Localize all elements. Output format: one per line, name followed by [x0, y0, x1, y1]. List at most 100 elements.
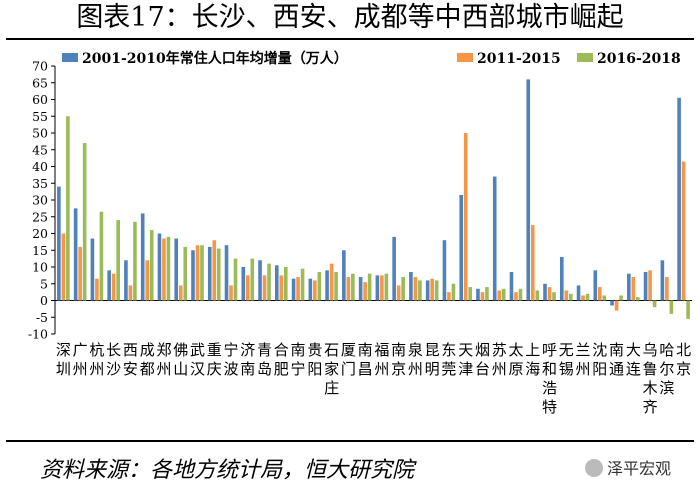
bar — [614, 300, 619, 311]
bar — [497, 290, 502, 301]
x-tick-label: 深圳 — [56, 341, 71, 378]
legend-swatch — [577, 53, 593, 62]
bar — [267, 263, 271, 301]
bar — [425, 280, 430, 301]
y-tick-label: 25 — [32, 209, 48, 224]
y-tick-label: 20 — [32, 226, 48, 241]
bar — [140, 213, 145, 301]
legend-swatch — [62, 53, 78, 62]
bar — [329, 263, 334, 301]
y-tick-label: -5 — [36, 310, 48, 325]
chart-legend: 2001-2010年常住人口年均增量（万人） 2011-2015 2016-2018 — [62, 50, 681, 67]
y-tick-label: 55 — [32, 109, 48, 124]
wechat-icon — [585, 459, 603, 477]
bar — [342, 250, 346, 301]
bar — [514, 292, 518, 301]
x-tick-label: 长沙 — [106, 341, 121, 378]
bar — [300, 268, 305, 301]
x-tick-label: 宁波 — [224, 341, 239, 378]
y-tick-label: 50 — [32, 126, 48, 141]
bar — [162, 238, 166, 301]
bar — [384, 273, 389, 301]
legend-label: 2016-2018 — [597, 51, 681, 67]
y-tick-label: 35 — [32, 176, 48, 191]
bar — [576, 285, 581, 301]
bar — [99, 211, 104, 301]
bar — [296, 277, 300, 301]
bar — [82, 143, 87, 301]
bar — [73, 208, 78, 301]
bar — [346, 277, 351, 301]
bar — [111, 273, 116, 301]
source-rule — [6, 440, 694, 442]
x-tick-label: 东莞 — [441, 341, 456, 378]
watermark: 泽平宏观 — [585, 455, 671, 479]
x-tick-label: 兰州 — [576, 341, 591, 378]
bar — [501, 288, 506, 301]
bar — [367, 273, 372, 301]
bar — [145, 260, 149, 301]
bar — [492, 176, 497, 301]
y-tick-label: 60 — [32, 92, 48, 107]
bar — [375, 275, 380, 301]
bar — [598, 287, 602, 301]
bar — [191, 250, 195, 301]
title-rule — [6, 38, 694, 40]
bar — [530, 225, 535, 301]
bar — [241, 267, 246, 301]
bar — [518, 288, 523, 301]
bar — [128, 285, 133, 301]
chart-bars — [57, 79, 690, 319]
bar — [157, 233, 162, 301]
bar — [581, 295, 585, 301]
bar — [430, 278, 434, 301]
bar — [677, 97, 681, 301]
watermark-text: 泽平宏观 — [607, 459, 672, 478]
x-tick-label: 乌鲁木齐 — [643, 341, 658, 416]
bar — [262, 275, 267, 301]
bar — [660, 260, 665, 301]
bar — [313, 280, 317, 301]
bar — [149, 230, 154, 301]
x-tick-label: 泉州 — [408, 341, 423, 378]
bar — [442, 240, 447, 301]
bar — [233, 258, 238, 301]
bar — [669, 300, 674, 314]
x-tick-label: 南宁 — [291, 341, 306, 378]
x-tick-label: 无锡 — [559, 341, 574, 378]
x-tick-label: 南昌 — [358, 341, 373, 378]
y-tick-label: -10 — [28, 327, 48, 342]
y-tick-label: 5 — [40, 276, 48, 291]
y-tick-label: 70 — [32, 59, 48, 74]
bar — [552, 292, 556, 301]
bar — [509, 272, 514, 301]
bar — [485, 287, 489, 301]
bar — [652, 300, 657, 308]
bar — [308, 278, 313, 301]
x-tick-label: 北京 — [676, 341, 691, 378]
bar — [317, 272, 322, 301]
bar — [665, 277, 669, 301]
bar — [216, 248, 221, 301]
bar — [229, 285, 233, 301]
x-tick-label: 贵阳 — [307, 341, 322, 378]
bar — [363, 282, 367, 301]
bar — [476, 288, 480, 301]
bar — [325, 270, 329, 301]
bar — [200, 245, 204, 301]
bar — [392, 236, 396, 301]
source-note: 资料来源：各地方统计局，恒大研究院 — [40, 458, 415, 483]
y-tick-label: 30 — [32, 193, 48, 208]
x-tick-label: 杭州 — [89, 341, 104, 378]
bar — [409, 272, 413, 301]
x-tick-label: 天津 — [458, 341, 473, 378]
bar — [291, 278, 296, 301]
bar — [245, 275, 250, 301]
bar — [396, 285, 401, 301]
bar — [250, 258, 255, 301]
x-tick-label: 昆明 — [425, 341, 440, 378]
bar — [178, 285, 183, 301]
legend-swatch — [457, 53, 473, 62]
bar — [686, 300, 690, 319]
